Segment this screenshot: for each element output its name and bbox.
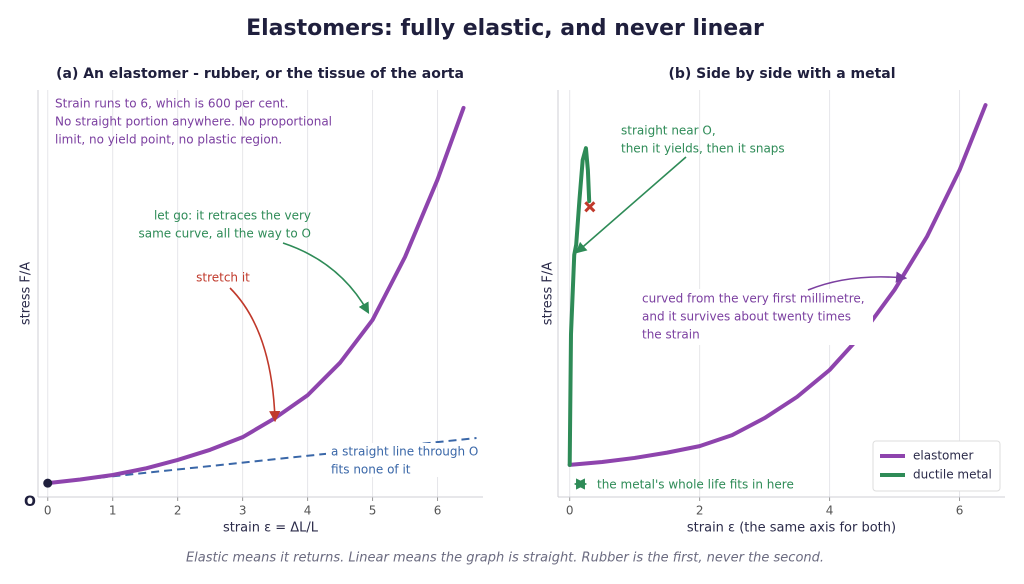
annotation-text: the strain <box>642 328 700 342</box>
annotation-text: the metal's whole life fits in here <box>597 478 794 492</box>
annotation-arrow <box>807 271 908 291</box>
x-tick-label: 6 <box>434 504 442 518</box>
annotation-text: straight near O, <box>621 124 716 138</box>
annotation-text: curved from the very first millimetre, <box>642 292 865 306</box>
origin-point <box>43 478 53 488</box>
x-axis-label: strain ε (the same axis for both) <box>687 521 896 536</box>
annotation-arrow <box>282 242 370 314</box>
x-tick-label: 2 <box>174 504 182 518</box>
footer: Elastic means it returns. Linear means t… <box>186 551 824 566</box>
y-axis-label: stress F/A <box>541 262 556 325</box>
x-tick-label: 5 <box>369 504 377 518</box>
fracture-mark <box>584 201 596 213</box>
x-tick-label: 6 <box>956 504 964 518</box>
x-tick-label: 1 <box>109 504 117 518</box>
annotation-text: fits none of it <box>331 463 411 477</box>
x-axis-label: strain ε = ΔL/L <box>223 521 319 536</box>
x-tick-label: 4 <box>826 504 834 518</box>
annotation-text: then it yields, then it snaps <box>621 142 785 156</box>
x-tick-label: 0 <box>44 504 52 518</box>
annotation-text: let go: it retraces the very <box>154 209 311 223</box>
legend-label: ductile metal <box>913 468 992 482</box>
legend-box <box>872 440 1001 492</box>
annotation-text: a straight line through O <box>331 445 478 459</box>
series-line <box>567 146 592 467</box>
x-tick-label: 0 <box>566 504 574 518</box>
annotation-text: same curve, all the way to O <box>139 227 311 241</box>
y-axis-label: stress F/A <box>19 262 34 325</box>
series-line <box>45 105 466 486</box>
annotation-text: limit, no yield point, no plastic region… <box>55 133 282 147</box>
annotation-background <box>637 289 873 345</box>
figure-title: Elastomers: fully elastic, and never lin… <box>246 16 764 41</box>
annotation-text: stretch it <box>196 271 250 285</box>
annotation-arrow <box>229 287 281 423</box>
x-tick-label: 3 <box>239 504 247 518</box>
series-line <box>567 103 988 467</box>
chart-title: (a) An elastomer - rubber, or the tissue… <box>56 66 464 82</box>
annotation-text: Strain runs to 6, which is 600 per cent. <box>55 97 288 111</box>
annotation-arrow <box>575 156 687 254</box>
annotation-background <box>326 443 476 477</box>
annotation-text: No straight portion anywhere. No proport… <box>55 115 332 129</box>
origin-label: O <box>24 494 36 510</box>
x-tick-label: 2 <box>696 504 704 518</box>
legend-label: elastomer <box>913 449 973 463</box>
x-tick-label: 4 <box>304 504 312 518</box>
annotation-text: and it survives about twenty times <box>642 310 851 324</box>
chart-title: (b) Side by side with a metal <box>668 66 895 82</box>
